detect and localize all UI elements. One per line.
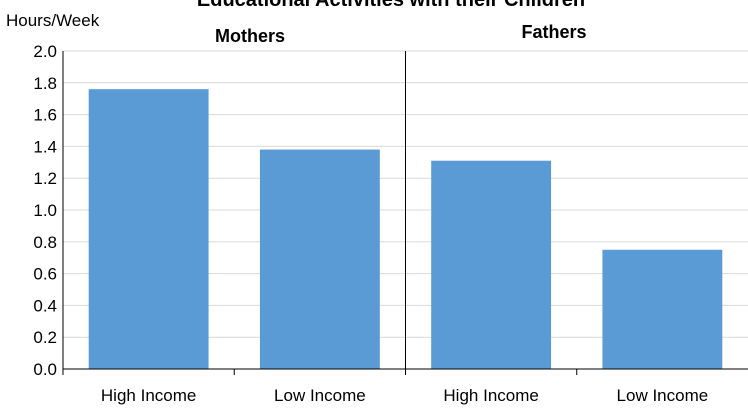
y-tick-label: 1.6 [33,106,57,125]
x-tick-label: High Income [443,386,538,405]
x-tick-label: Low Income [617,386,709,405]
bar [431,160,552,369]
y-tick-label: 0.0 [33,360,57,379]
y-tick-label: 1.8 [33,74,57,93]
bar [259,149,380,369]
bar [602,249,723,369]
y-tick-label: 0.6 [33,265,57,284]
x-tick-label: High Income [101,386,196,405]
y-tick-label: 0.4 [33,296,57,315]
bars [88,89,723,369]
y-tick-label: 0.8 [33,233,57,252]
axis-labels: 0.0 0.2 0.4 0.6 0.8 1.0 1.2 1.4 1.6 1.8 2.0 High In… [33,42,708,405]
x-tick-label: Low Income [274,386,366,405]
y-tick-label: 1.0 [33,201,57,220]
y-axis-label: Hours/Week [6,11,100,30]
group-label-fathers: Fathers [521,22,586,42]
y-tick-label: 2.0 [33,42,57,61]
axes [62,51,748,375]
y-tick-label: 0.2 [33,328,57,347]
chart-title: Educational Activities with their Childr… [197,0,585,11]
y-tick-label: 1.4 [33,137,57,156]
bar [88,89,209,369]
group-label-mothers: Mothers [215,26,285,46]
y-tick-label: 1.2 [33,169,57,188]
